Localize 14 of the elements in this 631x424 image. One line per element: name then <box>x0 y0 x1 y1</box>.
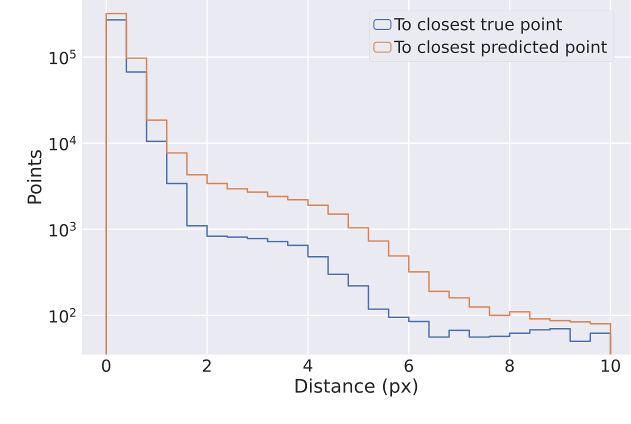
x-tick-label: 6 <box>404 359 414 372</box>
x-tick-label: 10 <box>602 359 620 372</box>
x-tick-label: 8 <box>505 359 514 372</box>
y-tick-label: 10$^{3}$ <box>50 222 76 237</box>
x-tick-label: 4 <box>303 359 312 372</box>
legend-label: To closest true point <box>394 18 562 34</box>
y-tick-label: 10$^{4}$ <box>50 136 76 150</box>
y-axis-title: Points <box>27 150 42 204</box>
x-tick-label: 2 <box>202 359 211 372</box>
x-tick-label: 0 <box>102 359 110 372</box>
x-axis-title: Distance (px) <box>296 378 418 397</box>
legend-label: To closest predicted point <box>394 40 607 56</box>
y-tick-label: 10$^{5}$ <box>50 50 76 64</box>
y-tick-label: 10$^{2}$ <box>50 308 76 323</box>
